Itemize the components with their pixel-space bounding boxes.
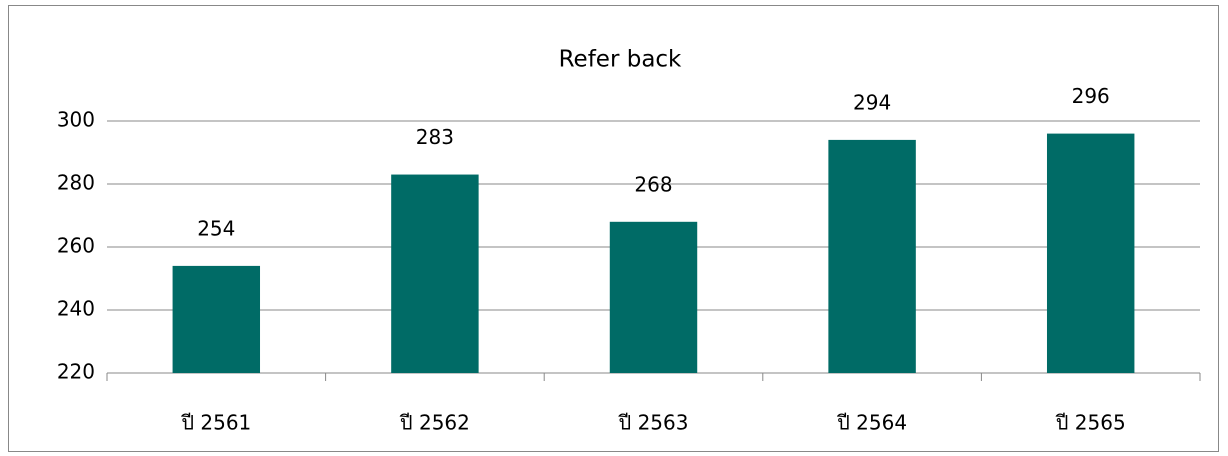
data-label: 283 [416, 125, 454, 149]
data-label: 254 [197, 216, 235, 240]
data-label: 294 [853, 90, 891, 114]
x-tick-label: ปี 2564 [837, 411, 907, 435]
y-tick-label: 240 [57, 297, 95, 321]
chart-title: Refer back [559, 47, 682, 73]
x-tick-label: ปี 2563 [618, 411, 688, 435]
x-tick-label: ปี 2561 [181, 411, 251, 435]
bar [828, 139, 916, 373]
x-tick-label: ปี 2562 [400, 411, 470, 435]
y-tick-label: 280 [57, 171, 95, 195]
bar [172, 265, 261, 373]
bar [391, 174, 479, 373]
y-tick-label: 220 [57, 360, 95, 384]
bar [1046, 133, 1135, 373]
data-label: 268 [634, 172, 672, 196]
data-label: 296 [1072, 84, 1110, 108]
y-tick-label: 260 [57, 234, 95, 258]
bar [609, 221, 698, 373]
y-tick-label: 300 [57, 108, 95, 132]
x-tick-label: ปี 2565 [1055, 411, 1125, 435]
